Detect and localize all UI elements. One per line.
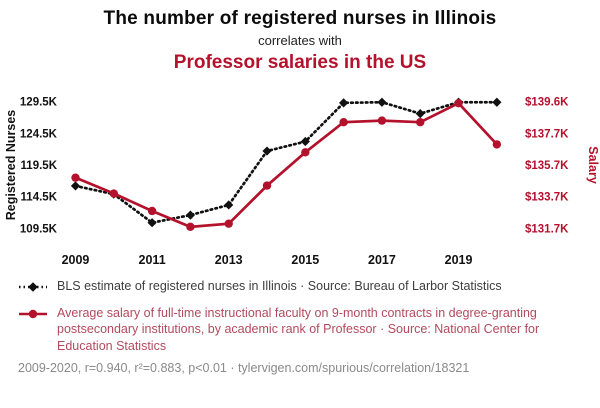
right-axis-title: Salary [586, 146, 600, 184]
salary-data-point [454, 98, 463, 108]
legend-row-nurses: BLS estimate of registered nurses in Ill… [18, 278, 586, 298]
salary-data-point [416, 117, 425, 127]
x-axis-tick-label: 2017 [368, 253, 396, 267]
nurses-data-point [185, 210, 196, 220]
correlation-line-chart: 109.5K 114.5K 119.5K 124.5K 129.5K $131.7K $13… [4, 97, 600, 267]
legend: BLS estimate of registered nurses in Ill… [0, 273, 600, 375]
salary-data-point [109, 189, 118, 198]
salary-data-point [147, 206, 157, 216]
nurses-data-point [224, 200, 234, 210]
stats-and-source-footer: 2009-2020, r=0.940, r²=0.883, p<0.01 · t… [18, 360, 470, 375]
nurses-data-point [147, 218, 157, 228]
salary-legend-label: Average salary of full-time instructiona… [57, 306, 540, 353]
nurses-series-line [74, 100, 499, 225]
chart-area: 109.5K 114.5K 119.5K 124.5K 129.5K $131.7K $13… [0, 77, 600, 273]
salary-data-point [339, 117, 348, 127]
y-axis-left-tick-label: 119.5K [21, 160, 58, 172]
x-axis-tick-label: 2015 [291, 253, 319, 267]
salary-data-point [492, 140, 502, 149]
secondary-title: Professor salaries in the US [173, 52, 427, 73]
y-axis-right-tick-label: $133.7K [525, 192, 569, 204]
dotted-diamond-marker-icon [18, 278, 50, 298]
nurses-data-point [492, 97, 502, 107]
y-axis-right-tick-label: $135.7K [525, 160, 569, 172]
page-title: The number of registered nurses in Illin… [103, 8, 497, 29]
y-axis-right-tick-label: $137.7K [525, 128, 569, 140]
correlates-with-subtitle: correlates with [258, 33, 342, 48]
salary-data-point [301, 148, 310, 157]
solid-line-circle-marker-icon [18, 305, 50, 354]
y-axis-right-tick-label: $131.7K [525, 223, 569, 235]
y-axis-right-tick-label: $139.6K [525, 97, 569, 109]
x-axis-tick-label: 2013 [215, 253, 243, 267]
salary-series-line [74, 101, 498, 229]
nurses-data-point [377, 97, 387, 107]
y-axis-left-tick-label: 129.5K [20, 97, 58, 109]
salary-data-point [71, 173, 80, 182]
legend-row-salary: Average salary of full-time instructiona… [18, 305, 586, 354]
left-axis-title: Registered Nurses [4, 110, 18, 221]
y-axis-left-tick-label: 109.5K [20, 223, 58, 235]
nurses-data-point [339, 98, 349, 108]
y-axis-left-tick-label: 124.5K [20, 128, 58, 140]
salary-data-point [186, 222, 195, 232]
salary-data-point [224, 219, 233, 228]
nurses-legend-label: BLS estimate of registered nurses in Ill… [57, 279, 502, 293]
nurses-data-point [300, 136, 310, 147]
x-axis-tick-label: 2011 [139, 253, 166, 267]
x-axis-tick-label: 2009 [62, 253, 90, 267]
nurses-data-point [70, 181, 81, 191]
y-axis-left-tick-label: 114.5K [21, 192, 58, 204]
nurses-data-point [415, 109, 425, 119]
x-axis-tick-label: 2019 [445, 253, 473, 267]
salary-data-point [262, 181, 272, 190]
salary-data-point [377, 116, 387, 125]
